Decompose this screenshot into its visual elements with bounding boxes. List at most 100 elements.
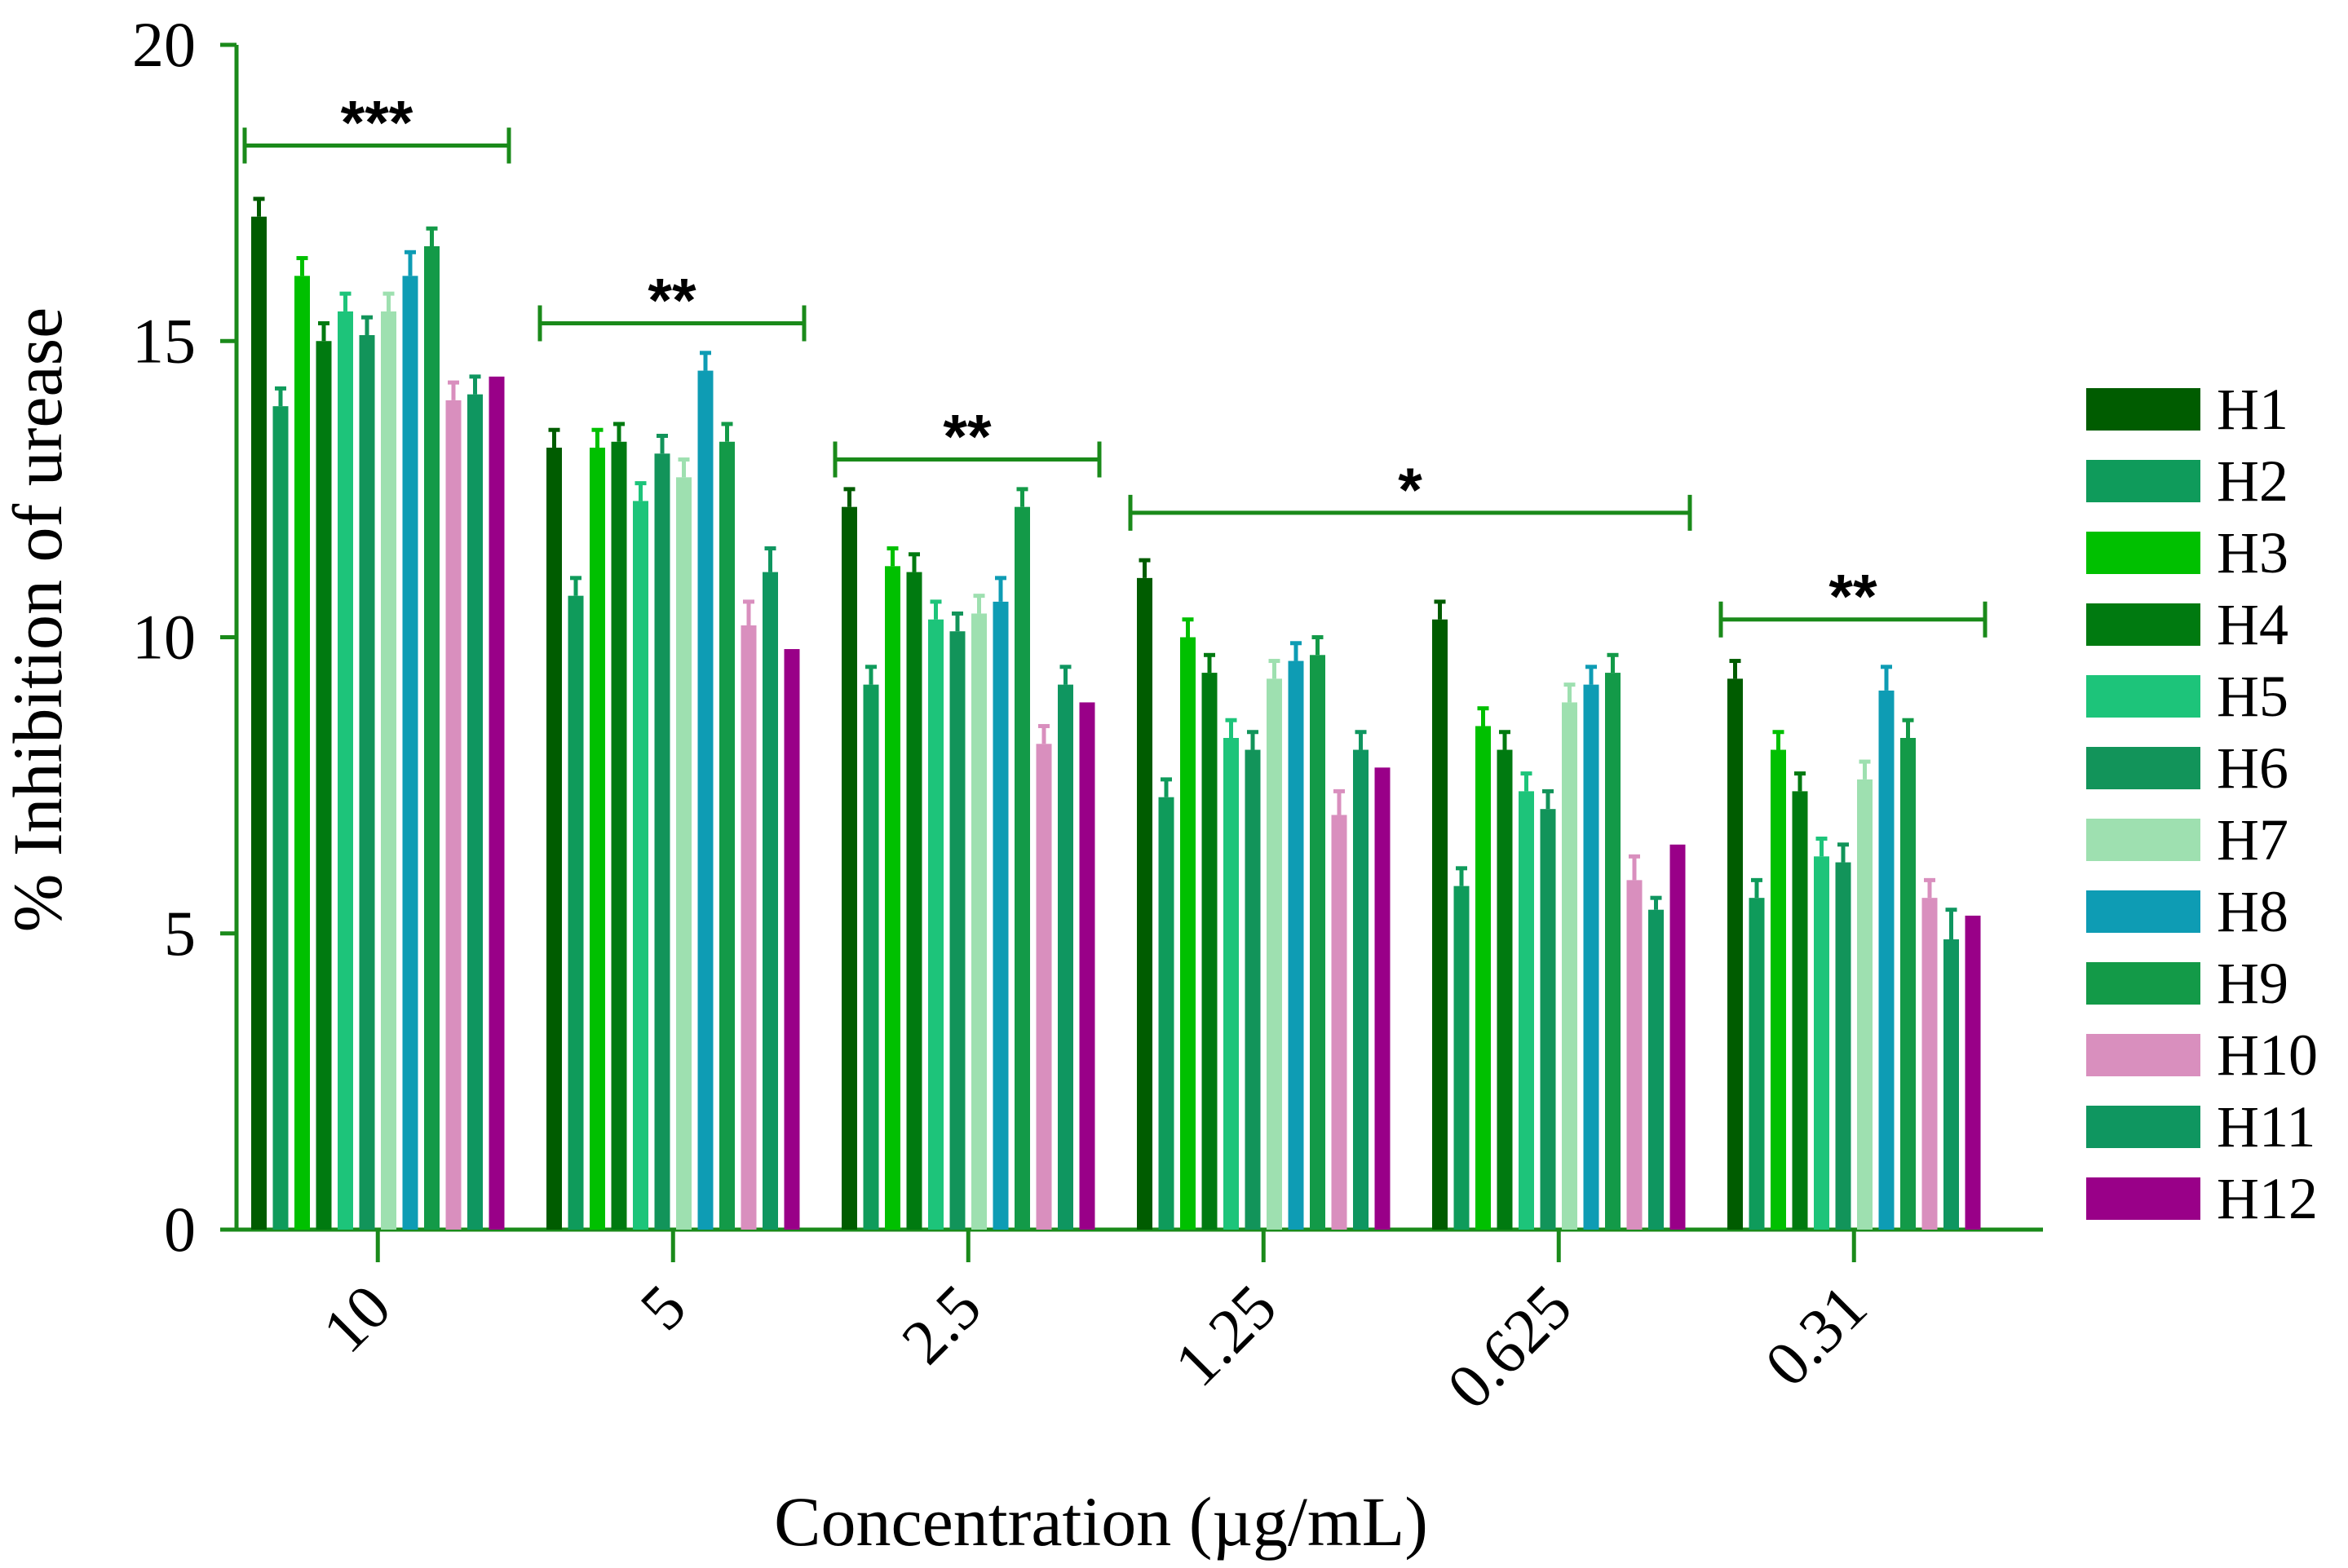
x-tick-label: 1.25 [1161, 1271, 1289, 1400]
x-axis-title: Concentration (µg/mL) [774, 1482, 1428, 1561]
legend-label-h12: H12 [2217, 1166, 2318, 1231]
significance-bracket [1718, 601, 1988, 638]
bar-h2-0.625 [1453, 886, 1470, 1230]
bar-h10-0.625 [1626, 880, 1643, 1230]
bar-h6-0.31 [1835, 862, 1851, 1230]
bar-h10-10 [445, 400, 462, 1230]
bar-h9-1.25 [1310, 655, 1325, 1230]
bar-h7-5 [676, 477, 692, 1230]
bar-h4-0.625 [1497, 749, 1513, 1230]
bar-h1-10 [251, 216, 267, 1230]
bar-h5-2.5 [928, 619, 944, 1230]
significance-label: ** [1828, 563, 1877, 632]
legend-label-h9: H9 [2217, 951, 2288, 1016]
bar-h3-2.5 [885, 566, 900, 1230]
x-tick-label: 2.5 [888, 1271, 994, 1377]
y-tick-label: 10 [132, 602, 196, 673]
legend-swatch-h2 [2086, 460, 2200, 502]
bar-h5-10 [338, 311, 353, 1230]
bar-h11-2.5 [1058, 684, 1073, 1230]
significance-bracket [537, 305, 807, 342]
bar-h10-1.25 [1331, 815, 1347, 1230]
bar-h12-5 [784, 649, 800, 1230]
bar-h3-0.625 [1475, 726, 1491, 1230]
bar-h8-2.5 [993, 601, 1009, 1230]
bar-h8-5 [697, 370, 714, 1230]
bar-h7-2.5 [971, 613, 987, 1230]
bar-h9-0.31 [1900, 738, 1916, 1230]
bar-h9-2.5 [1015, 506, 1030, 1230]
bar-h12-0.31 [1965, 915, 1981, 1230]
legend-label-h3: H3 [2217, 520, 2288, 585]
bar-h10-5 [741, 625, 757, 1230]
legend-label-h5: H5 [2217, 664, 2288, 729]
legend-label-h8: H8 [2217, 879, 2288, 944]
bar-h2-10 [272, 406, 289, 1230]
chart-bars [251, 197, 1981, 1230]
bar-h2-2.5 [863, 684, 879, 1230]
legend-swatch-h7 [2086, 819, 2200, 861]
y-tick-label: 0 [164, 1194, 196, 1265]
bar-h3-1.25 [1180, 637, 1196, 1230]
bar-h1-0.31 [1727, 678, 1743, 1230]
bar-h9-0.625 [1605, 673, 1621, 1230]
legend-label-h6: H6 [2217, 735, 2288, 801]
bar-h10-2.5 [1036, 744, 1052, 1230]
bar-h9-5 [719, 441, 735, 1230]
bar-h11-5 [763, 572, 778, 1230]
legend-swatch-h9 [2086, 962, 2200, 1005]
significance-bracket [242, 127, 511, 164]
significance-label: ** [648, 266, 696, 335]
bar-h2-1.25 [1158, 797, 1174, 1230]
legend-swatch-h11 [2086, 1106, 2200, 1148]
bar-h8-1.25 [1288, 660, 1304, 1230]
bar-h7-1.25 [1267, 678, 1282, 1230]
bar-h8-10 [402, 276, 418, 1230]
bar-h12-1.25 [1374, 767, 1391, 1230]
bar-h6-10 [359, 334, 375, 1230]
legend-label-h7: H7 [2217, 807, 2288, 872]
significance-brackets: ********** [242, 89, 1988, 638]
bar-h5-0.625 [1519, 791, 1534, 1230]
y-tick-label: 5 [164, 898, 196, 969]
legend-label-h2: H2 [2217, 448, 2288, 514]
bar-h1-1.25 [1137, 577, 1152, 1230]
x-tick-label: 10 [309, 1271, 405, 1367]
significance-label: * [1398, 456, 1422, 525]
legend-swatch-h3 [2086, 532, 2200, 574]
bar-h5-1.25 [1223, 738, 1239, 1230]
bar-h3-0.31 [1771, 749, 1786, 1230]
bar-h2-5 [568, 595, 584, 1230]
bar-h8-0.31 [1878, 690, 1895, 1230]
significance-label: ** [943, 403, 992, 472]
bar-h5-5 [633, 501, 648, 1230]
bar-h4-5 [611, 441, 627, 1230]
significance-bracket [833, 441, 1102, 478]
bar-h2-0.31 [1749, 898, 1765, 1230]
bar-h7-10 [381, 311, 396, 1230]
y-axis-title: % Inhibition of urease [0, 307, 77, 933]
bar-h11-0.31 [1943, 939, 1959, 1230]
bar-h11-1.25 [1353, 749, 1369, 1230]
legend-swatch-h6 [2086, 747, 2200, 789]
legend-swatch-h12 [2086, 1177, 2200, 1220]
bar-h9-10 [424, 246, 440, 1230]
x-tick-label: 0.31 [1751, 1271, 1880, 1400]
bar-h12-2.5 [1079, 702, 1095, 1230]
bar-h6-1.25 [1245, 749, 1261, 1230]
bar-h6-5 [654, 453, 670, 1230]
bar-h12-0.625 [1669, 844, 1686, 1230]
bar-h5-0.31 [1814, 856, 1829, 1230]
legend-label-h1: H1 [2217, 377, 2288, 442]
bar-h4-1.25 [1201, 673, 1218, 1230]
bar-h7-0.31 [1857, 779, 1873, 1230]
bar-h6-0.625 [1540, 809, 1556, 1230]
significance-label: *** [341, 89, 413, 158]
bar-h4-10 [316, 341, 332, 1230]
bar-h12-10 [489, 376, 505, 1230]
legend-label-h4: H4 [2217, 592, 2288, 657]
bar-h7-0.625 [1562, 702, 1577, 1230]
bar-h11-10 [467, 394, 483, 1230]
